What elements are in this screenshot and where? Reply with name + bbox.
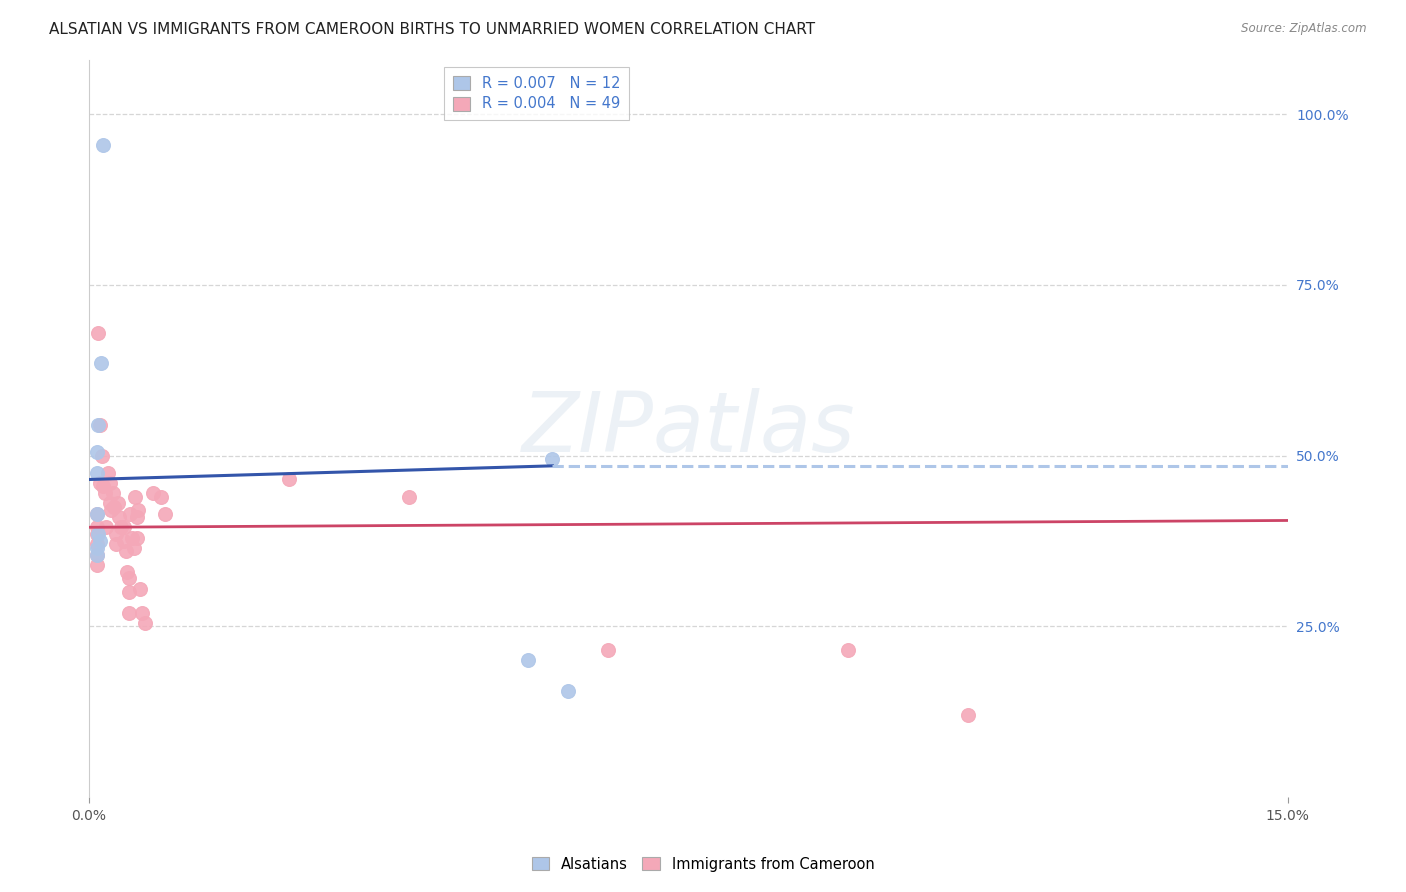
Point	[86, 558, 108, 572]
Point	[108, 510, 131, 524]
Point	[598, 643, 620, 657]
Point	[86, 507, 108, 521]
Point	[91, 137, 114, 152]
Point	[118, 572, 141, 586]
Point	[541, 452, 564, 467]
Point	[104, 537, 127, 551]
Point	[837, 643, 859, 657]
Point	[115, 565, 138, 579]
Point	[96, 520, 118, 534]
Point	[86, 466, 108, 480]
Point	[104, 527, 127, 541]
Point	[107, 496, 129, 510]
Point	[149, 490, 172, 504]
Point	[125, 531, 148, 545]
Point	[398, 490, 420, 504]
Point	[277, 473, 299, 487]
Point	[957, 708, 980, 723]
Point	[129, 582, 152, 596]
Point	[124, 490, 146, 504]
Point	[118, 606, 141, 620]
Point	[87, 527, 110, 541]
Text: Source: ZipAtlas.com: Source: ZipAtlas.com	[1241, 22, 1367, 36]
Point	[93, 486, 115, 500]
Point	[98, 475, 121, 490]
Text: ZIPatlas: ZIPatlas	[522, 388, 855, 469]
Point	[87, 417, 110, 432]
Point	[87, 326, 110, 340]
Point	[90, 356, 112, 370]
Point	[89, 475, 111, 490]
Point	[127, 503, 149, 517]
Point	[142, 486, 165, 500]
Point	[131, 606, 153, 620]
Point	[134, 615, 156, 630]
Point	[120, 507, 142, 521]
Point	[100, 503, 122, 517]
Point	[114, 544, 136, 558]
Point	[125, 510, 148, 524]
Point	[86, 527, 108, 541]
Point	[517, 653, 540, 667]
Point	[103, 500, 125, 514]
Point	[101, 486, 124, 500]
Point	[86, 541, 108, 555]
Point	[86, 548, 108, 562]
Point	[121, 531, 143, 545]
Legend: R = 0.007   N = 12, R = 0.004   N = 49: R = 0.007 N = 12, R = 0.004 N = 49	[444, 67, 628, 120]
Point	[98, 496, 121, 510]
Point	[153, 507, 176, 521]
Point	[89, 533, 111, 548]
Point	[110, 520, 132, 534]
Point	[86, 445, 108, 459]
Point	[91, 479, 114, 493]
Point	[122, 541, 145, 555]
Legend: Alsatians, Immigrants from Cameroon: Alsatians, Immigrants from Cameroon	[526, 851, 880, 878]
Point	[89, 417, 111, 432]
Point	[86, 507, 108, 521]
Text: ALSATIAN VS IMMIGRANTS FROM CAMEROON BIRTHS TO UNMARRIED WOMEN CORRELATION CHART: ALSATIAN VS IMMIGRANTS FROM CAMEROON BIR…	[49, 22, 815, 37]
Point	[90, 449, 112, 463]
Point	[118, 585, 141, 599]
Point	[557, 684, 579, 698]
Point	[112, 533, 135, 548]
Point	[97, 466, 120, 480]
Point	[112, 520, 135, 534]
Point	[86, 537, 108, 551]
Point	[86, 548, 108, 562]
Point	[86, 520, 108, 534]
